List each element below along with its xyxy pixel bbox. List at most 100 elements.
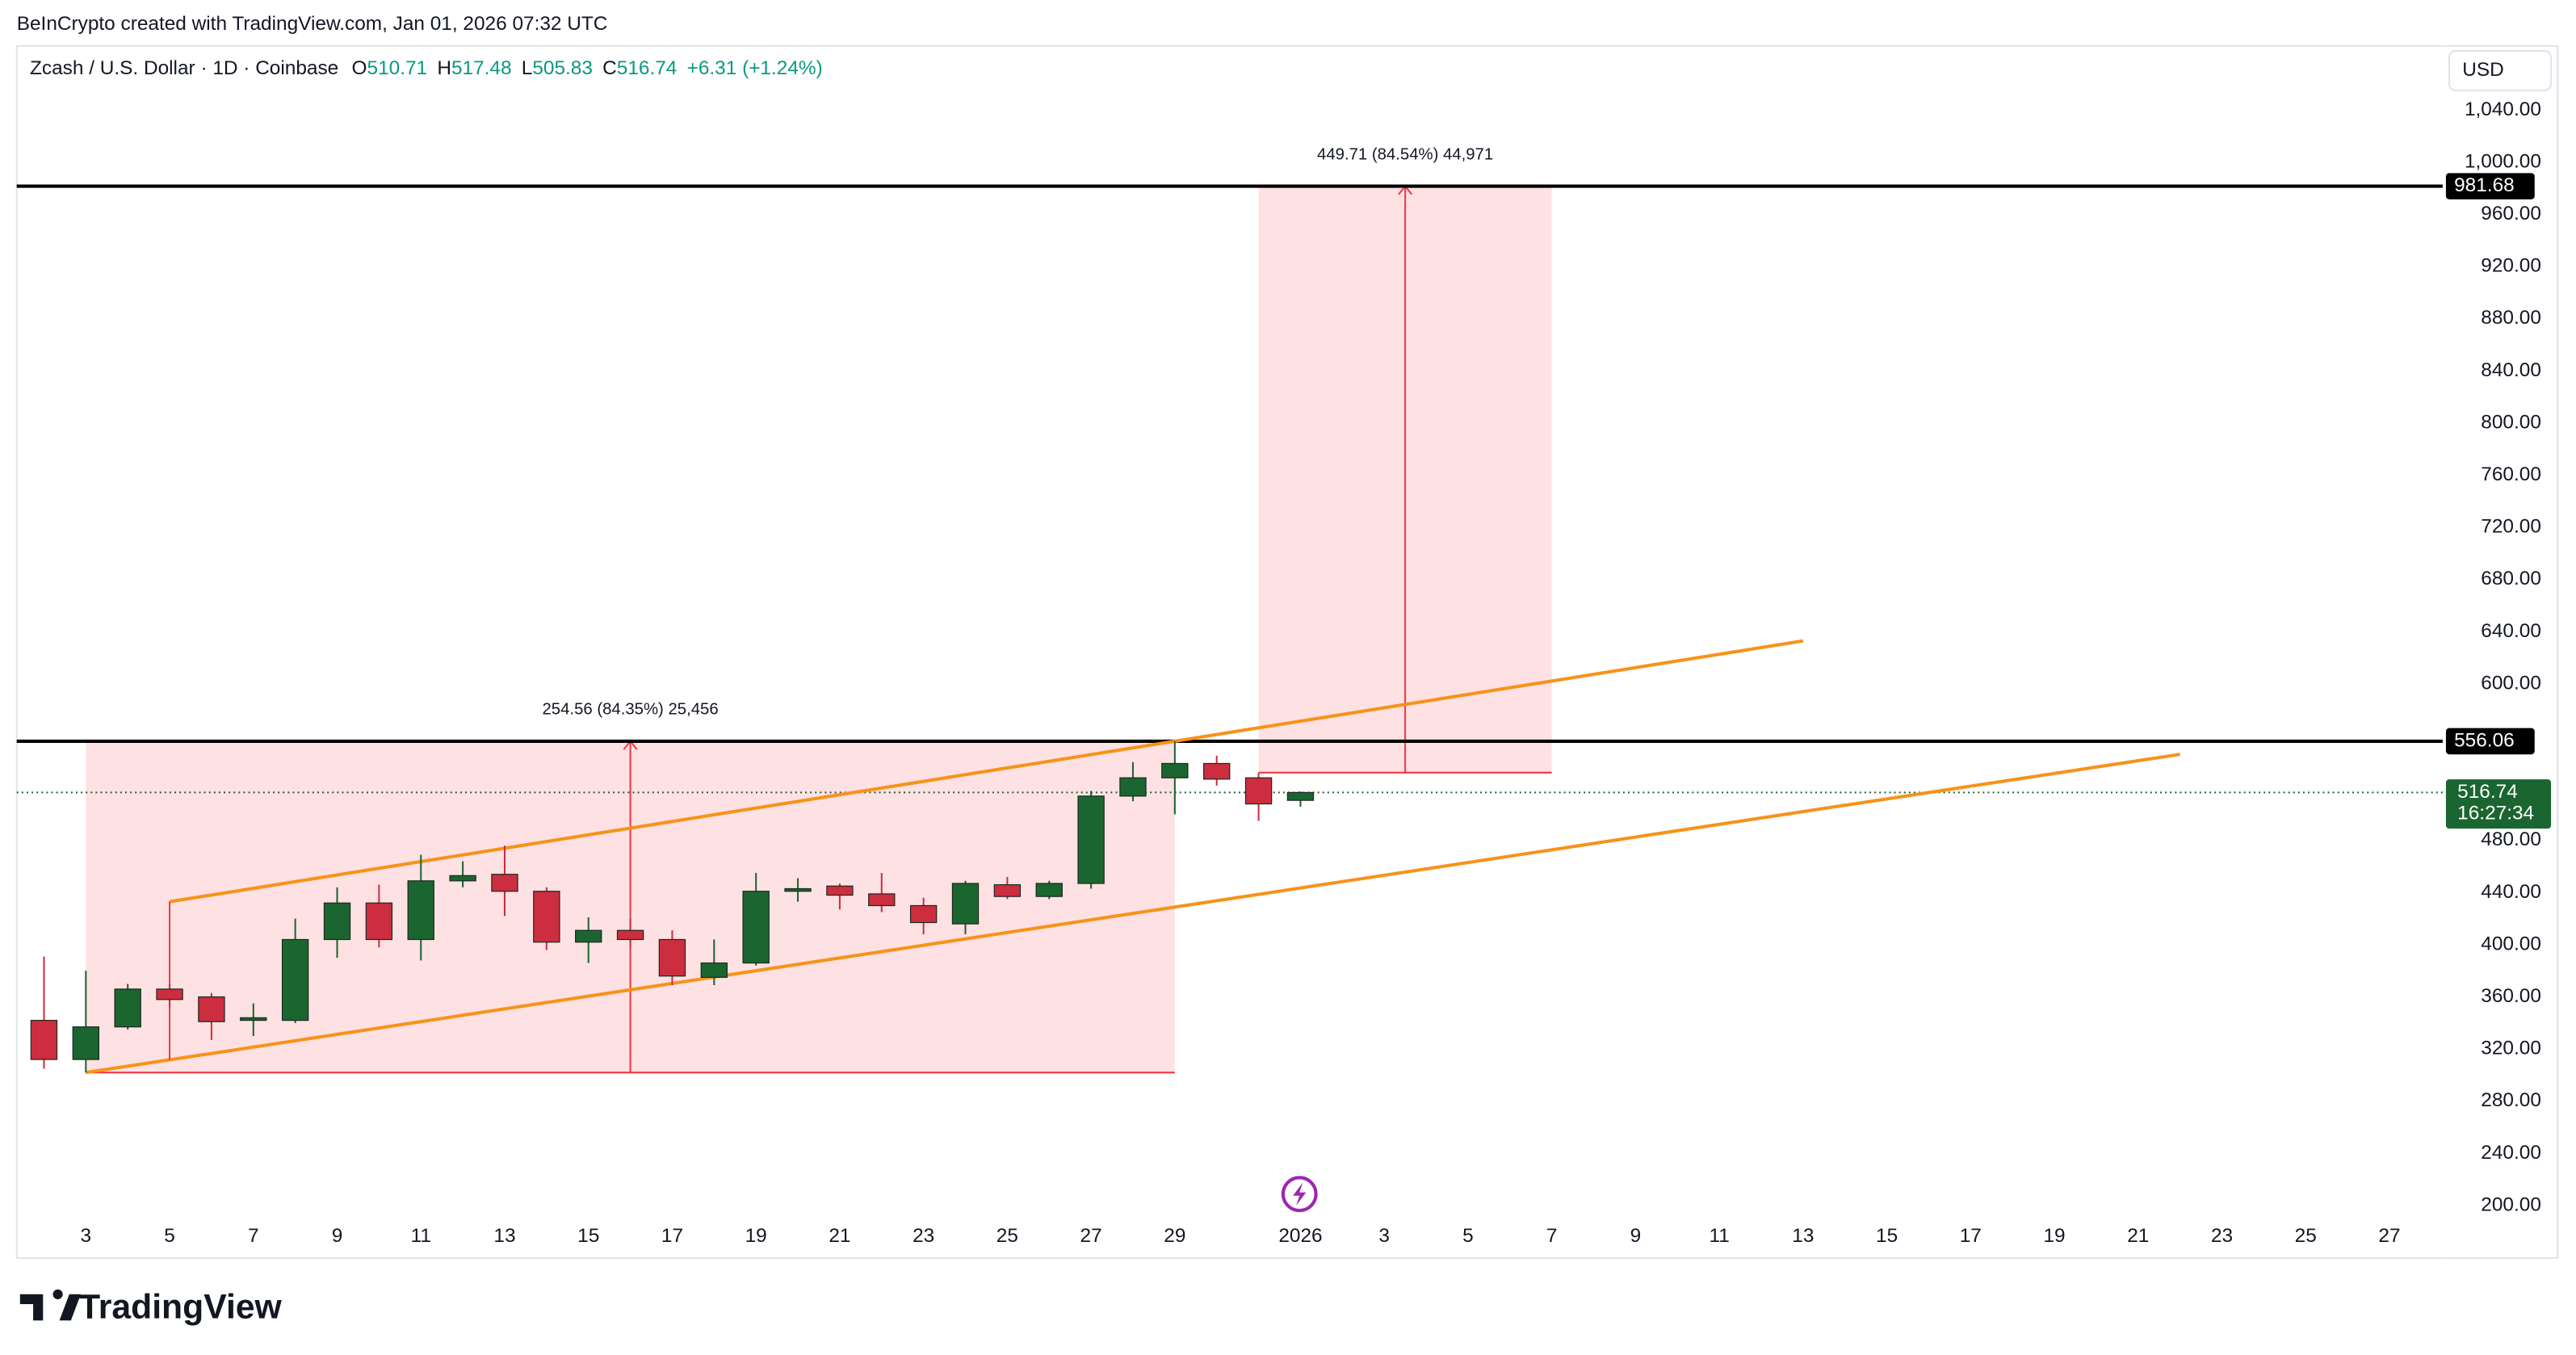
candle-body — [1035, 883, 1063, 897]
x-tick-label: 23 — [913, 1225, 934, 1247]
candle — [1286, 791, 1315, 808]
candle-body — [240, 1017, 267, 1021]
candle-body — [323, 902, 351, 941]
y-tick-label: 440.00 — [2481, 881, 2541, 903]
event-bolt — [1293, 1182, 1307, 1206]
candle — [1119, 761, 1147, 802]
y-tick-label: 400.00 — [2481, 933, 2541, 954]
ohlc-key: H — [437, 57, 451, 79]
candle — [1244, 772, 1273, 821]
candle — [156, 984, 183, 1008]
level-label: 556.06 — [2454, 729, 2515, 751]
candle-body — [909, 904, 938, 924]
x-tick-label: 7 — [1546, 1225, 1558, 1247]
y-tick-label: 680.00 — [2481, 568, 2541, 589]
x-tick-label: 11 — [1709, 1225, 1729, 1247]
candle-body — [281, 938, 309, 1021]
ohlc-value: 516.74 — [617, 57, 678, 79]
y-tick-label: 960.00 — [2481, 203, 2541, 224]
level-label: 981.68 — [2454, 174, 2515, 196]
x-tick-label: 25 — [2295, 1225, 2317, 1247]
y-tick-label: 640.00 — [2481, 620, 2541, 642]
candle — [533, 887, 560, 950]
y-tick-label: 760.00 — [2481, 464, 2541, 485]
candle-body — [784, 887, 812, 892]
level-tag — [2445, 173, 2535, 199]
candle-body — [1119, 777, 1147, 797]
x-tick-label: 13 — [493, 1225, 515, 1247]
legend-header: Zcash / U.S. Dollar · 1D · Coinbase O 510… — [30, 57, 823, 79]
y-tick-label: 480.00 — [2481, 829, 2541, 850]
x-tick-label: 3 — [81, 1225, 92, 1247]
ohlc-value: 505.83 — [532, 57, 593, 79]
range-label: 254.56 (84.35%) 25,456 — [543, 701, 719, 719]
x-tick-label: 29 — [1164, 1225, 1185, 1247]
y-tick-label: 240.00 — [2481, 1142, 2541, 1164]
candle — [1203, 755, 1231, 786]
candle — [72, 971, 100, 1073]
change: +6.31 (+1.24%) — [687, 57, 823, 79]
x-tick-label: 27 — [1080, 1225, 1102, 1247]
candle-body — [491, 874, 518, 892]
candle-body — [72, 1026, 100, 1060]
channel-line — [169, 639, 1804, 904]
candle — [951, 880, 980, 935]
candle — [1161, 741, 1189, 815]
candle — [826, 883, 854, 910]
candle — [700, 939, 728, 985]
x-tick-label: 15 — [1876, 1225, 1898, 1247]
x-tick-label: 21 — [829, 1225, 850, 1247]
x-tick-label: 9 — [332, 1225, 343, 1247]
y-tick-label: 600.00 — [2481, 672, 2541, 694]
candle — [491, 845, 518, 917]
x-tick-label: 7 — [248, 1225, 259, 1247]
x-tick-label: 11 — [411, 1225, 431, 1247]
x-tick-label: 2026 — [1278, 1225, 1322, 1247]
candle-body — [826, 885, 854, 896]
candle — [993, 876, 1022, 900]
candle — [1077, 791, 1105, 889]
candle-body — [449, 875, 476, 882]
candle-body — [1286, 791, 1315, 801]
candle-body — [658, 938, 686, 977]
candle-body — [616, 929, 644, 941]
ohlc-key: L — [522, 57, 533, 79]
candle — [909, 897, 938, 935]
y-tick-label: 1,040.00 — [2465, 99, 2541, 120]
candle — [281, 918, 309, 1023]
y-tick-label: 360.00 — [2481, 985, 2541, 1007]
candle — [742, 873, 770, 966]
y-tick-label: 880.00 — [2481, 307, 2541, 329]
candle-body — [575, 929, 602, 943]
x-tick-label: 5 — [1462, 1225, 1474, 1247]
candle-body — [407, 880, 434, 941]
candle — [449, 861, 476, 887]
x-tick-label: 5 — [164, 1225, 175, 1247]
currency-box[interactable] — [2448, 50, 2553, 91]
candle-body — [868, 893, 896, 907]
x-tick-label: 19 — [745, 1225, 767, 1247]
candle-body — [993, 884, 1022, 897]
y-tick-label: 800.00 — [2481, 411, 2541, 433]
x-tick-label: 21 — [2127, 1225, 2149, 1247]
chart-frame — [15, 44, 2559, 1260]
y-tick-label: 840.00 — [2481, 359, 2541, 381]
x-tick-label: 23 — [2211, 1225, 2233, 1247]
channel-line — [86, 753, 2180, 1075]
y-tick-label: 720.00 — [2481, 516, 2541, 538]
candle — [616, 918, 644, 948]
x-tick-label: 13 — [1792, 1225, 1814, 1247]
level-tag — [2445, 728, 2535, 755]
candle-body — [114, 988, 141, 1028]
y-tick-label: 280.00 — [2481, 1089, 2541, 1111]
candle — [198, 992, 225, 1040]
candle — [575, 917, 602, 963]
y-tick-label: 200.00 — [2481, 1193, 2541, 1215]
candle — [868, 873, 896, 912]
x-tick-label: 17 — [661, 1225, 683, 1247]
candle — [658, 930, 686, 985]
x-tick-label: 3 — [1378, 1225, 1390, 1247]
